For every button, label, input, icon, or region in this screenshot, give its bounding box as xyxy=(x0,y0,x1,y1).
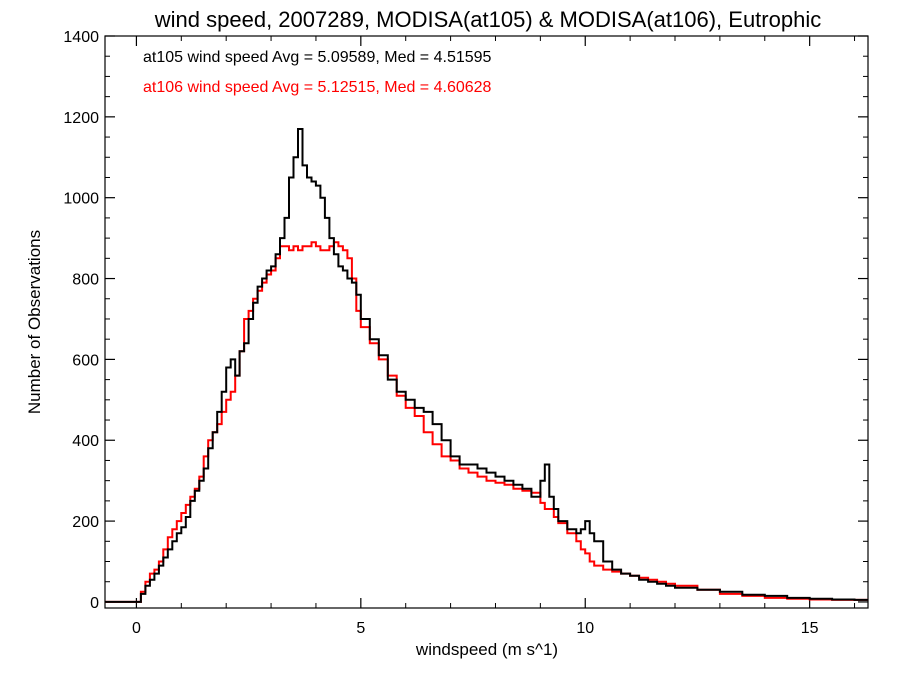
y-tick-label: 1000 xyxy=(63,191,99,208)
legend-entry-at106: at106 wind speed Avg = 5.12515, Med = 4.… xyxy=(143,79,492,96)
x-axis-label: windspeed (m s^1) xyxy=(415,640,558,659)
series-layer xyxy=(105,128,868,603)
plot-frame xyxy=(104,35,869,609)
x-tick-label: 15 xyxy=(801,620,819,637)
x-tick-label: 5 xyxy=(356,620,365,637)
x-tick-label: 0 xyxy=(132,620,141,637)
y-axis-label: Number of Observations xyxy=(25,230,44,414)
y-tick-label: 1400 xyxy=(63,29,99,46)
chart-title: wind speed, 2007289, MODISA(at105) & MOD… xyxy=(154,7,821,32)
x-tick-label: 10 xyxy=(576,620,594,637)
y-tick-label: 200 xyxy=(72,514,99,531)
series-line-at105 xyxy=(105,128,868,603)
y-tick-label: 800 xyxy=(72,272,99,289)
y-tick-label: 400 xyxy=(72,433,99,450)
axis-ticks: 0 5 10 15 0 200 400 600 800 1000 1200 1400 xyxy=(63,29,868,637)
y-tick-label: 1200 xyxy=(63,110,99,127)
y-tick-label: 0 xyxy=(90,595,99,612)
y-tick-label: 600 xyxy=(72,352,99,369)
legend-entry-at105: at105 wind speed Avg = 5.09589, Med = 4.… xyxy=(143,49,492,66)
